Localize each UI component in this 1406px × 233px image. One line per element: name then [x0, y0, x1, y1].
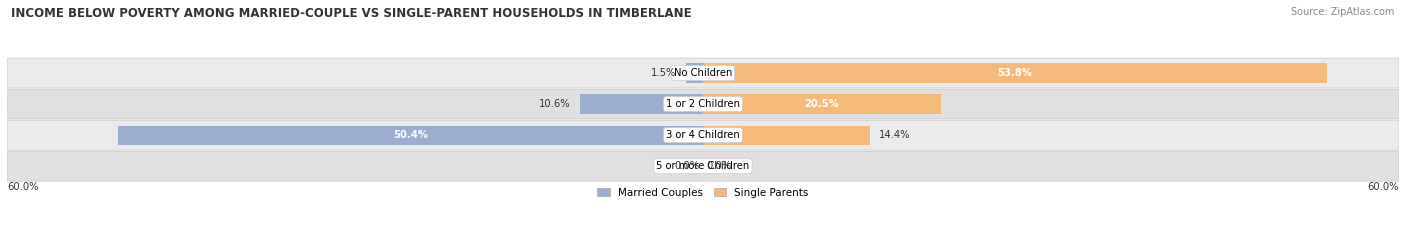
Text: Source: ZipAtlas.com: Source: ZipAtlas.com [1291, 7, 1395, 17]
Text: 50.4%: 50.4% [394, 130, 429, 140]
Text: INCOME BELOW POVERTY AMONG MARRIED-COUPLE VS SINGLE-PARENT HOUSEHOLDS IN TIMBERL: INCOME BELOW POVERTY AMONG MARRIED-COUPL… [11, 7, 692, 20]
Legend: Married Couples, Single Parents: Married Couples, Single Parents [593, 183, 813, 202]
Text: 5 or more Children: 5 or more Children [657, 161, 749, 171]
Text: 60.0%: 60.0% [7, 182, 38, 192]
Text: 0.0%: 0.0% [675, 161, 700, 171]
Text: 3 or 4 Children: 3 or 4 Children [666, 130, 740, 140]
Text: No Children: No Children [673, 68, 733, 78]
Text: 14.4%: 14.4% [879, 130, 911, 140]
Bar [703, 94, 941, 114]
FancyBboxPatch shape [7, 89, 1399, 119]
Text: 10.6%: 10.6% [538, 99, 571, 109]
Text: 53.8%: 53.8% [998, 68, 1032, 78]
Text: 20.5%: 20.5% [804, 99, 839, 109]
Bar [703, 126, 870, 145]
FancyBboxPatch shape [7, 58, 1399, 88]
Text: 1 or 2 Children: 1 or 2 Children [666, 99, 740, 109]
Text: 0.0%: 0.0% [706, 161, 731, 171]
Bar [118, 126, 703, 145]
Bar [686, 63, 703, 83]
FancyBboxPatch shape [7, 120, 1399, 150]
FancyBboxPatch shape [7, 151, 1399, 181]
Text: 60.0%: 60.0% [1368, 182, 1399, 192]
Text: 1.5%: 1.5% [651, 68, 676, 78]
Bar [703, 63, 1327, 83]
Bar [581, 94, 703, 114]
